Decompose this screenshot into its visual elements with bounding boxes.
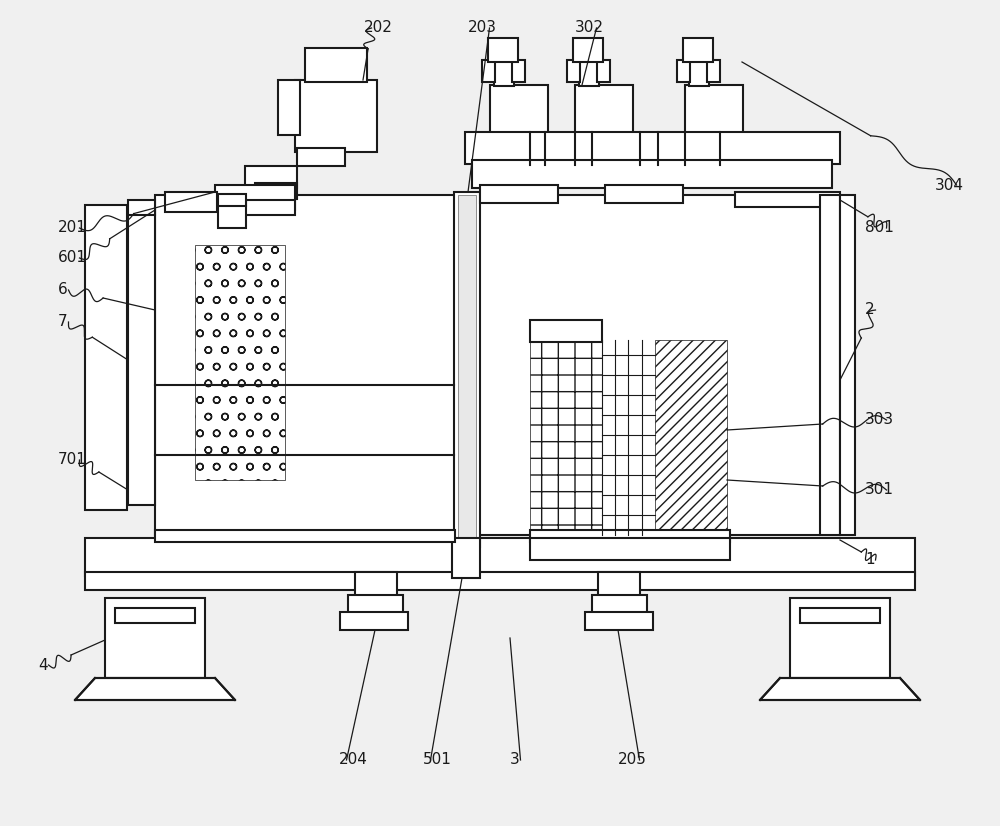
- Bar: [490, 85, 548, 137]
- Bar: [605, 185, 683, 203]
- Text: 204: 204: [339, 752, 368, 767]
- Bar: [165, 192, 217, 212]
- Text: 501: 501: [423, 752, 452, 767]
- Bar: [85, 572, 915, 590]
- Bar: [218, 194, 246, 206]
- Bar: [235, 200, 295, 215]
- Bar: [355, 572, 397, 598]
- Text: 701: 701: [58, 453, 87, 468]
- Bar: [128, 210, 155, 505]
- Bar: [800, 608, 880, 623]
- Bar: [458, 195, 476, 543]
- Text: 601: 601: [58, 250, 87, 265]
- Bar: [598, 572, 640, 598]
- Bar: [530, 538, 730, 560]
- Bar: [597, 60, 610, 82]
- Text: 2: 2: [865, 302, 875, 317]
- Text: 202: 202: [364, 21, 393, 36]
- Bar: [512, 60, 525, 82]
- Text: 1: 1: [865, 553, 875, 567]
- Bar: [155, 530, 455, 542]
- Bar: [530, 320, 602, 342]
- Bar: [685, 85, 743, 137]
- Bar: [735, 192, 840, 207]
- Text: 6: 6: [58, 282, 68, 297]
- Bar: [707, 60, 720, 82]
- Bar: [480, 185, 558, 203]
- Bar: [255, 183, 297, 199]
- Text: 304: 304: [935, 178, 964, 192]
- Bar: [155, 195, 840, 535]
- Bar: [677, 60, 690, 82]
- Bar: [218, 200, 246, 228]
- Bar: [245, 166, 297, 188]
- Text: 801: 801: [865, 221, 894, 235]
- Polygon shape: [75, 678, 235, 700]
- Bar: [454, 192, 480, 547]
- Bar: [215, 185, 295, 210]
- Bar: [465, 132, 840, 164]
- Bar: [195, 245, 285, 480]
- Bar: [278, 80, 300, 135]
- Text: 4: 4: [38, 657, 48, 672]
- Bar: [482, 60, 495, 82]
- Bar: [472, 160, 832, 188]
- Text: 205: 205: [618, 752, 647, 767]
- Text: 303: 303: [865, 412, 894, 428]
- Bar: [592, 595, 647, 615]
- Bar: [530, 530, 730, 542]
- Text: 203: 203: [468, 21, 497, 36]
- Bar: [295, 80, 377, 152]
- Bar: [585, 612, 653, 630]
- Bar: [85, 538, 915, 576]
- Bar: [115, 608, 195, 623]
- Text: 302: 302: [575, 21, 604, 36]
- Bar: [340, 612, 408, 630]
- Text: 301: 301: [865, 482, 894, 497]
- Text: 3: 3: [510, 752, 520, 767]
- Bar: [494, 60, 514, 86]
- Bar: [790, 598, 890, 678]
- Polygon shape: [760, 678, 920, 700]
- Bar: [575, 85, 633, 137]
- Bar: [488, 38, 518, 62]
- Bar: [452, 538, 480, 578]
- Text: 7: 7: [58, 315, 68, 330]
- Bar: [85, 205, 127, 510]
- Bar: [840, 195, 855, 535]
- Bar: [530, 340, 602, 535]
- Bar: [683, 38, 713, 62]
- Bar: [128, 200, 155, 215]
- Bar: [820, 195, 840, 535]
- Bar: [305, 48, 367, 82]
- Bar: [655, 340, 727, 535]
- Bar: [689, 60, 709, 86]
- Bar: [348, 595, 403, 615]
- Bar: [573, 38, 603, 62]
- Bar: [105, 598, 205, 678]
- Bar: [297, 148, 345, 166]
- Bar: [579, 60, 599, 86]
- Text: 201: 201: [58, 221, 87, 235]
- Bar: [567, 60, 580, 82]
